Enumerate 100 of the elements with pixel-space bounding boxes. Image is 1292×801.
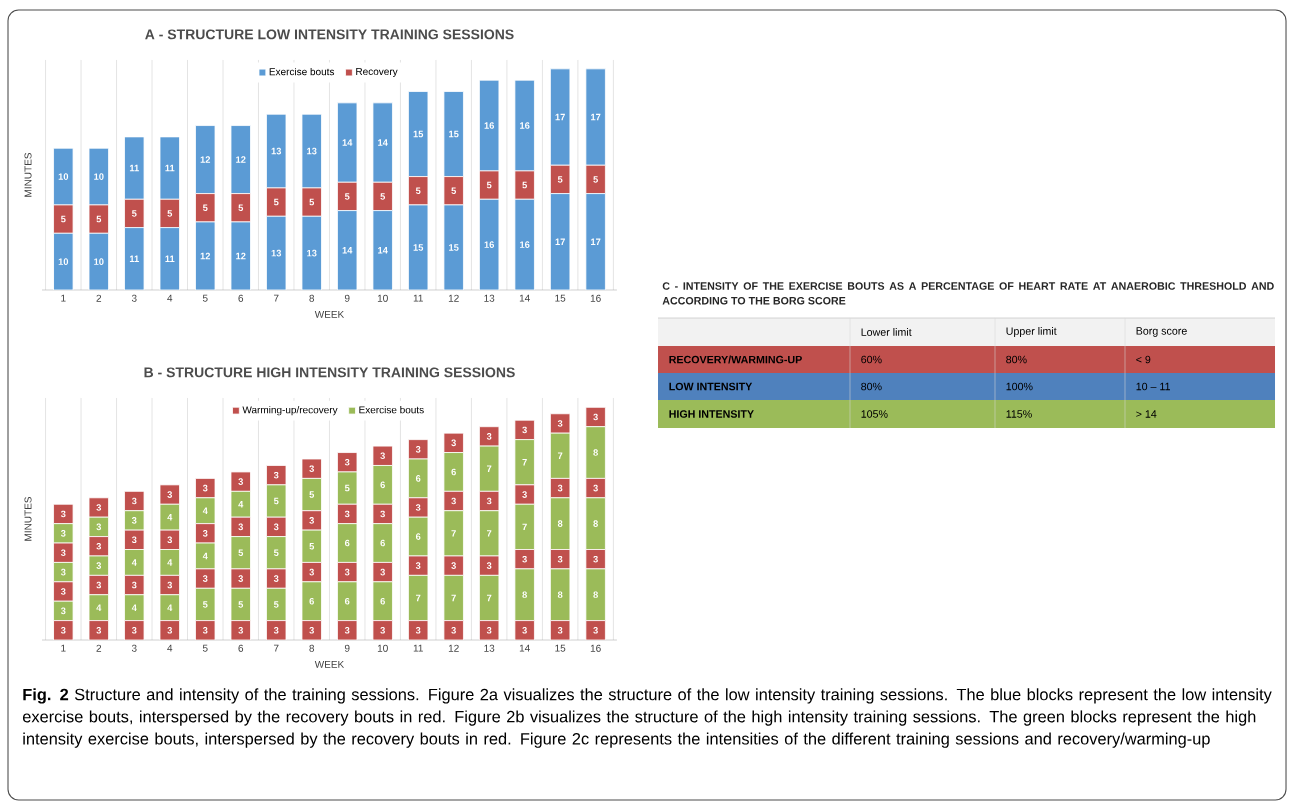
- data-label: 3: [380, 510, 385, 518]
- data-label: 3: [131, 497, 137, 505]
- data-label: 5: [415, 187, 421, 195]
- data-label: 3: [96, 542, 102, 550]
- data-label: 5: [167, 210, 173, 217]
- data-label: 5: [273, 549, 279, 556]
- x-tick-label: 6: [238, 294, 244, 302]
- x-tick-label: 13: [484, 644, 495, 652]
- data-label: 10: [94, 173, 104, 180]
- x-tick-label: 15: [555, 294, 566, 302]
- data-label: 15: [413, 244, 424, 251]
- data-label: 8: [557, 591, 563, 599]
- x-tick-label: 16: [590, 294, 601, 302]
- data-label: 3: [451, 497, 456, 505]
- data-label: 5: [96, 215, 102, 223]
- data-label: 3: [167, 581, 173, 589]
- data-label: 17: [591, 113, 601, 121]
- data-label: 3: [557, 420, 563, 427]
- x-tick-label: 14: [519, 294, 530, 302]
- data-label: 3: [522, 555, 527, 563]
- data-label: 3: [309, 627, 314, 634]
- data-label: 3: [202, 627, 208, 634]
- data-label: 16: [484, 122, 495, 129]
- data-label: 12: [200, 156, 211, 163]
- data-label: 7: [451, 594, 456, 602]
- data-label: 4: [167, 513, 173, 521]
- x-tick-label: 8: [309, 294, 315, 302]
- text: > 14: [1136, 410, 1157, 418]
- text: Upper limit: [1006, 327, 1057, 337]
- legend-label: Warming-up/recovery: [242, 406, 338, 416]
- data-label: 3: [415, 504, 421, 511]
- data-label: 5: [522, 181, 527, 189]
- data-label: 7: [416, 594, 421, 602]
- data-label: 4: [238, 501, 244, 508]
- data-label: 5: [309, 198, 315, 206]
- data-label: 5: [273, 601, 279, 608]
- x-tick-label: 2: [96, 644, 102, 652]
- data-label: 3: [60, 530, 66, 537]
- data-label: 3: [60, 568, 66, 576]
- data-label: 8: [593, 520, 598, 527]
- x-tick-label: 12: [448, 294, 459, 302]
- data-label: 3: [167, 627, 173, 634]
- data-label: 13: [307, 147, 317, 155]
- data-label: 3: [415, 627, 421, 634]
- legend-label: Recovery: [356, 68, 398, 78]
- data-label: 3: [344, 627, 350, 634]
- data-label: 17: [591, 238, 601, 246]
- x-tick-label: 12: [448, 644, 459, 652]
- data-label: 6: [451, 468, 456, 476]
- data-label: 12: [236, 156, 246, 163]
- data-label: 3: [96, 562, 102, 569]
- x-tick-label: 11: [413, 294, 423, 302]
- data-label: 3: [238, 478, 243, 485]
- x-tick-label: 7: [273, 294, 279, 302]
- data-label: 3: [557, 627, 563, 634]
- text: 115%: [1006, 410, 1032, 418]
- data-label: 5: [593, 176, 598, 183]
- data-label: 3: [238, 627, 243, 634]
- x-tick-label: 10: [377, 644, 388, 652]
- data-label: 10: [94, 258, 104, 265]
- data-label: 3: [344, 510, 350, 518]
- data-label: 17: [555, 113, 565, 121]
- data-label: 3: [60, 549, 66, 557]
- data-label: 17: [555, 238, 565, 246]
- data-label: 6: [380, 597, 385, 605]
- data-label: 3: [60, 627, 66, 634]
- data-label: 3: [309, 517, 314, 524]
- y-axis-title: MINUTES: [24, 496, 32, 541]
- text: Borg score: [1136, 327, 1187, 337]
- chart-title: B - STRUCTURE HIGH INTENSITY TRAINING SESSIONS: [144, 367, 515, 378]
- data-label: 3: [273, 627, 279, 634]
- x-tick-label: 2: [96, 294, 102, 302]
- data-label: 3: [202, 484, 208, 492]
- data-label: 5: [344, 484, 350, 492]
- data-label: 3: [486, 562, 492, 569]
- data-label: 4: [131, 604, 137, 611]
- data-label: 3: [309, 568, 314, 576]
- data-label: 3: [593, 627, 598, 634]
- data-label: 3: [309, 465, 314, 473]
- data-label: 3: [522, 426, 527, 434]
- x-tick-label: 1: [61, 294, 66, 302]
- x-tick-label: 3: [131, 644, 137, 652]
- data-label: 3: [344, 458, 350, 466]
- x-tick-label: 5: [202, 644, 208, 652]
- data-label: 3: [486, 433, 492, 440]
- text: 80%: [861, 382, 882, 391]
- data-label: 7: [522, 523, 527, 531]
- data-label: 5: [238, 549, 244, 556]
- data-label: 7: [451, 530, 456, 537]
- category-label: HIGH INTENSITY: [669, 410, 754, 418]
- data-label: 13: [271, 249, 282, 257]
- data-label: 13: [271, 147, 282, 155]
- x-tick-label: 3: [131, 294, 137, 302]
- data-label: 3: [131, 517, 137, 524]
- data-label: 6: [415, 533, 421, 540]
- data-label: 4: [131, 559, 137, 566]
- data-label: 3: [486, 627, 492, 634]
- data-label: 5: [380, 193, 386, 200]
- data-label: 3: [131, 536, 137, 544]
- data-label: 3: [96, 627, 102, 634]
